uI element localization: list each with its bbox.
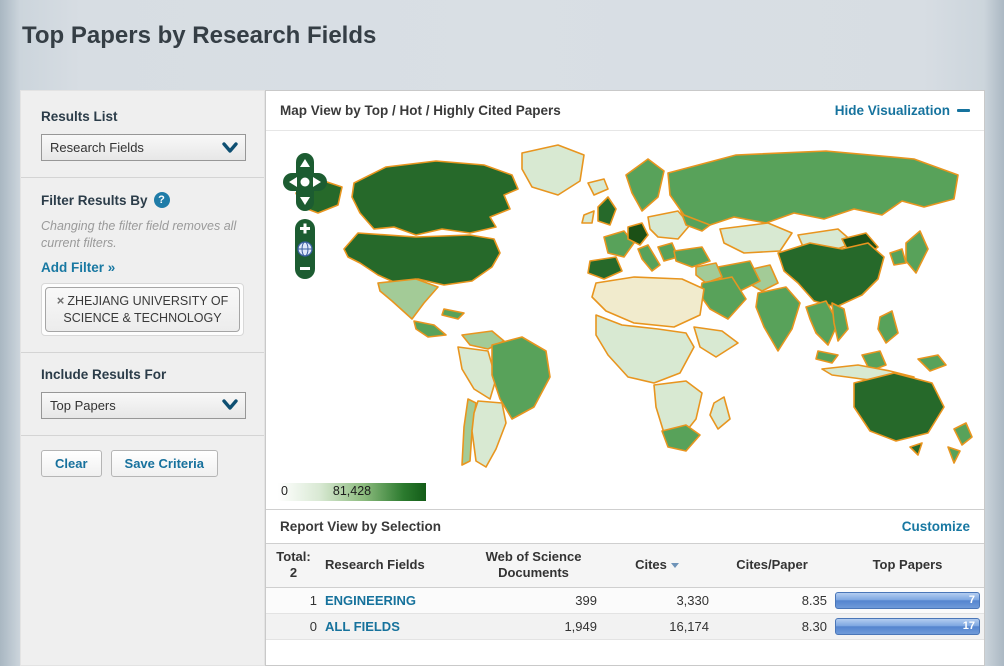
sidebar-divider [21,434,264,436]
column-header-wos-documents[interactable]: Web of Science Documents [466,543,601,588]
top-papers-bar: 17 [835,617,980,635]
map-view-header: Map View by Top / Hot / Highly Cited Pap… [266,91,984,131]
map-area: 0 81,428 [266,131,984,509]
world-map[interactable] [266,131,984,509]
total-label: Total: [276,549,311,564]
pan-left-icon [289,177,297,187]
results-list-dropdown[interactable]: Research Fields [41,134,246,161]
remove-filter-icon[interactable]: × [56,292,65,308]
save-criteria-button[interactable]: Save Criteria [110,449,219,477]
report-view-header: Report View by Selection Customize [266,509,984,543]
research-field-link[interactable]: ALL FIELDS [325,618,400,634]
filter-chip-label: ZHEJIANG UNIVERSITY OF SCIENCE & TECHNOL… [63,293,229,325]
filter-chip[interactable]: × ZHEJIANG UNIVERSITY OF SCIENCE & TECHNO… [45,286,240,332]
results-list-label: Results List [41,109,118,124]
table-row: 1 ENGINEERING 399 3,330 8.35 7 [266,587,984,614]
top-papers-bar: 7 [835,591,980,609]
chevron-down-icon [215,398,245,412]
wos-documents-value: 399 [466,587,601,614]
cites-value: 3,330 [601,587,713,614]
help-icon[interactable]: ? [153,192,170,208]
filters-sidebar: Results List Research Fields Filter Resu… [20,90,265,666]
pan-down-icon [300,197,310,205]
include-results-dropdown[interactable]: Top Papers [41,391,246,419]
sidebar-divider [21,177,264,178]
wos-documents-value: 1,949 [466,613,601,640]
pan-up-icon [300,159,310,167]
column-header-cites-per-paper[interactable]: Cites/Paper [713,543,831,588]
results-list-value: Research Fields [50,140,144,155]
cites-value: 16,174 [601,613,713,640]
customize-link[interactable]: Customize [901,519,970,534]
filter-chip-container: × ZHEJIANG UNIVERSITY OF SCIENCE & TECHNO… [41,282,244,336]
sidebar-divider [21,351,264,353]
chevron-down-icon [215,141,245,155]
map-view-title: Map View by Top / Hot / Highly Cited Pap… [280,103,561,118]
main-panel: Map View by Top / Hot / Highly Cited Pap… [265,90,985,666]
cites-label: Cites [635,557,667,573]
column-header-total: Total: 2 [266,543,321,588]
cites-per-paper-value: 8.30 [713,613,831,640]
hide-visualization-link[interactable]: Hide Visualization [835,103,970,118]
map-legend: 0 81,428 [278,483,426,501]
include-results-label: Include Results For [41,366,167,382]
filter-results-label-text: Filter Results By [41,192,148,208]
column-header-research-fields[interactable]: Research Fields [321,543,466,588]
page-title: Top Papers by Research Fields [22,22,377,49]
cites-per-paper-value: 8.35 [713,587,831,614]
clear-button[interactable]: Clear [41,449,102,477]
pan-control[interactable] [283,153,327,211]
legend-max-value: 81,428 [332,484,372,498]
row-rank: 0 [266,613,321,640]
collapse-minus-icon [957,109,970,112]
research-field-link[interactable]: ENGINEERING [325,592,417,608]
column-header-top-papers[interactable]: Top Papers [831,543,984,588]
sort-desc-icon [670,563,679,569]
pan-right-icon [313,177,321,187]
report-view-title: Report View by Selection [280,519,442,534]
column-header-cites[interactable]: Cites [601,543,713,588]
filter-note: Changing the filter field removes all cu… [41,219,237,250]
zoom-control[interactable] [295,219,315,279]
total-value: 2 [289,565,298,581]
hide-visualization-label: Hide Visualization [834,103,950,118]
zoom-out-icon [300,267,310,270]
include-results-value: Top Papers [50,397,116,413]
row-rank: 1 [266,587,321,614]
legend-min-value: 0 [281,484,288,498]
filter-results-label: Filter Results By ? [41,192,244,208]
add-filter-link[interactable]: Add Filter » [41,259,116,275]
table-row: 0 ALL FIELDS 1,949 16,174 8.30 17 [266,613,984,640]
report-table: Total: 2 Research Fields Web of Science … [266,543,984,640]
map-controls [282,153,328,286]
